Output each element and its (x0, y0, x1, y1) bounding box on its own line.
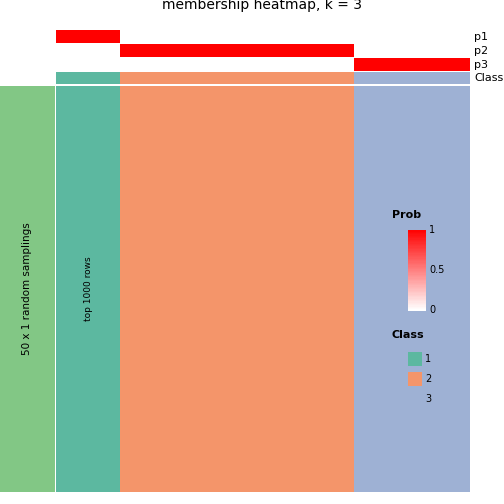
Bar (408, 253, 426, 255)
Bar (408, 277, 426, 279)
Text: Prob: Prob (392, 210, 421, 220)
Bar (408, 286, 426, 288)
Bar (56, 44, 470, 57)
Bar (408, 291, 426, 293)
Bar (354, 72, 470, 84)
Bar (408, 254, 426, 256)
Bar (408, 306, 426, 308)
Bar (408, 235, 426, 237)
Bar (408, 290, 426, 292)
Bar (408, 294, 426, 296)
Text: Class: Class (392, 330, 425, 340)
Bar (56, 86, 120, 492)
Bar (408, 262, 426, 264)
Bar (408, 298, 426, 300)
Bar (56, 58, 470, 71)
Bar (408, 250, 426, 252)
Text: top 1000 rows: top 1000 rows (84, 257, 93, 322)
Bar (408, 289, 426, 290)
Bar (408, 233, 426, 234)
Text: 0: 0 (429, 305, 435, 315)
Bar (408, 247, 426, 249)
Bar (408, 308, 426, 310)
Text: 1: 1 (429, 225, 435, 235)
Bar (56, 30, 470, 43)
Bar (408, 261, 426, 263)
Bar (408, 282, 426, 284)
Bar (408, 242, 426, 244)
Bar (408, 299, 426, 301)
Bar (408, 230, 426, 232)
Bar (354, 86, 470, 492)
Text: membership heatmap, k = 3: membership heatmap, k = 3 (162, 0, 362, 12)
Bar (408, 281, 426, 283)
Bar (408, 285, 426, 286)
Bar (408, 297, 426, 298)
Bar (408, 237, 426, 238)
Bar (408, 372, 422, 386)
Bar (408, 265, 426, 267)
Bar (408, 256, 426, 257)
Bar (408, 304, 426, 306)
Text: p2: p2 (474, 45, 488, 55)
Bar (408, 303, 426, 305)
Bar (408, 301, 426, 302)
Bar (408, 279, 426, 281)
Text: p1: p1 (474, 31, 488, 41)
Bar (408, 243, 426, 245)
Bar (120, 86, 354, 492)
Bar (408, 260, 426, 261)
Bar (408, 241, 426, 242)
Bar (408, 392, 422, 406)
Bar (408, 302, 426, 304)
Bar (408, 295, 426, 297)
Bar (354, 58, 470, 71)
Bar (408, 283, 426, 285)
Bar (120, 44, 354, 57)
Bar (408, 238, 426, 240)
Bar (120, 72, 354, 84)
Bar (56, 30, 120, 43)
Bar (408, 266, 426, 268)
Bar (408, 274, 426, 276)
Bar (408, 267, 426, 269)
Bar (408, 257, 426, 259)
Bar (408, 352, 422, 366)
Text: 0.5: 0.5 (429, 265, 445, 275)
Bar (408, 239, 426, 241)
Text: 2: 2 (425, 374, 431, 384)
Bar (408, 270, 426, 272)
Bar (408, 258, 426, 260)
Text: Class: Class (474, 73, 503, 83)
Bar (408, 234, 426, 236)
Bar (408, 263, 426, 265)
Bar (408, 248, 426, 250)
Bar (408, 231, 426, 233)
Bar (408, 275, 426, 277)
Bar (408, 269, 426, 271)
Bar (408, 251, 426, 253)
Bar (56, 72, 120, 84)
Bar (408, 271, 426, 273)
Bar (408, 278, 426, 280)
Text: 3: 3 (425, 394, 431, 404)
Bar (408, 246, 426, 248)
Bar (408, 287, 426, 289)
Text: p3: p3 (474, 59, 488, 70)
Bar (408, 293, 426, 294)
Text: 1: 1 (425, 354, 431, 364)
Bar (0, 86, 55, 492)
Text: 50 x 1 random samplings: 50 x 1 random samplings (23, 223, 32, 355)
Bar (408, 307, 426, 309)
Bar (408, 244, 426, 246)
Bar (408, 273, 426, 275)
